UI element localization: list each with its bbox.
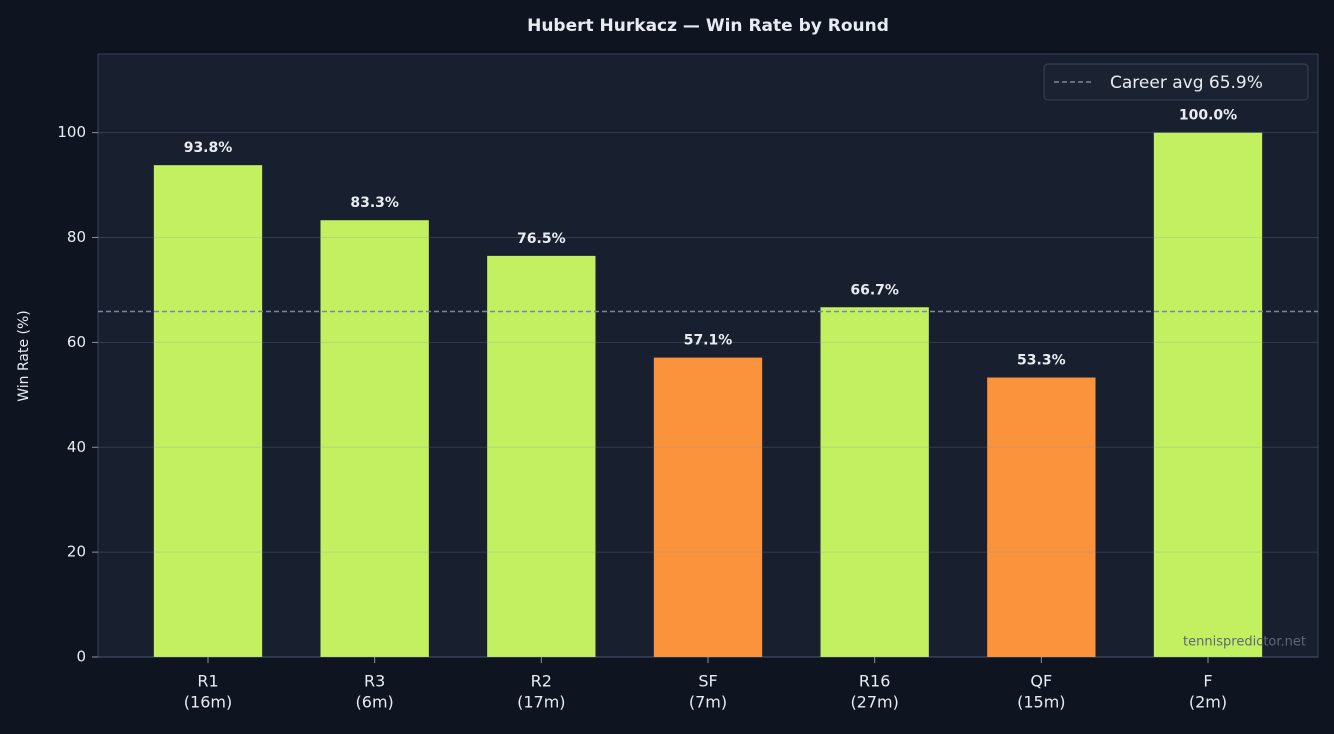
bar	[653, 357, 763, 657]
y-tick-label: 80	[67, 228, 86, 246]
x-tick-label: QF	[1030, 672, 1052, 691]
bar	[320, 220, 429, 657]
y-tick-label: 60	[67, 333, 86, 351]
watermark: tennispredictor.net	[1183, 635, 1306, 650]
chart-title: Hubert Hurkacz — Win Rate by Round	[527, 16, 889, 36]
x-tick-label: (15m)	[1017, 693, 1065, 712]
y-tick-label: 0	[76, 648, 86, 666]
x-tick-label: (2m)	[1189, 693, 1227, 712]
bar	[153, 165, 263, 657]
bar	[487, 255, 596, 658]
overlay: 0 20 40 60 80 100 93.8% R1 (16m) 83.3% R3 (6m) 76.5%…	[57, 63, 1318, 712]
value-label: 57.1%	[684, 333, 733, 349]
legend-label: Career avg 65.9%	[1110, 73, 1263, 93]
value-label: 53.3%	[1017, 353, 1066, 369]
x-tick-label: (17m)	[517, 693, 565, 712]
x-tick-label: SF	[698, 672, 717, 691]
x-tick-label: (16m)	[184, 693, 232, 712]
y-tick-label: 100	[57, 123, 86, 141]
x-tick-label: (7m)	[689, 693, 727, 712]
bar	[987, 377, 1096, 657]
x-tick-label: (27m)	[850, 693, 898, 712]
y-tick-label: 40	[67, 438, 86, 456]
legend-box	[1043, 63, 1309, 101]
value-label: 83.3%	[350, 195, 399, 211]
x-tick-label: (6m)	[356, 693, 394, 712]
x-tick-label: R3	[364, 672, 385, 691]
value-label: 93.8%	[184, 140, 233, 156]
value-label: 100.0%	[1179, 108, 1237, 124]
bar	[1153, 132, 1263, 658]
x-tick-label: F	[1203, 672, 1212, 691]
x-tick-label: R1	[197, 672, 218, 691]
y-axis-label: Win Rate (%)	[16, 310, 32, 402]
value-label: 66.7%	[850, 282, 899, 298]
x-tick-label: R16	[859, 672, 890, 691]
value-label: 76.5%	[517, 231, 566, 247]
bars	[153, 132, 1263, 658]
x-tick-label: R2	[531, 672, 552, 691]
y-tick-label: 20	[67, 543, 86, 561]
bar	[820, 307, 929, 657]
